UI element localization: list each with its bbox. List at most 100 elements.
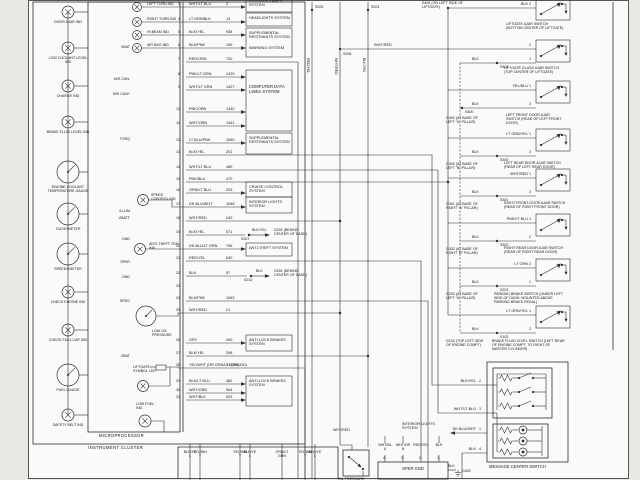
message-center-box — [486, 361, 569, 463]
connector-pin-number: 20 — [176, 244, 180, 248]
splice-id-label: S301 — [500, 198, 509, 202]
ground-pin-number: 2 — [529, 102, 531, 106]
switch-name-label: LEFT FRONT DOOR AJAR SWITCH (REAR OF LEF… — [506, 113, 562, 126]
wire-color-label: WHT/LT GRN — [189, 84, 213, 89]
wire-circuit-number: 904 — [226, 387, 233, 392]
connector-pin-number: 22 — [176, 271, 180, 275]
connector-pin-number: 6 — [178, 43, 180, 47]
wire-circuit-number: 938 — [226, 29, 233, 34]
wire-color-label: WHT/RED — [189, 215, 207, 220]
micro-pin-name: VBAT — [120, 45, 130, 49]
wire-color-label: BLK/YEL — [189, 29, 205, 34]
ground-destination-label: G201 (BEHIND CENTER OF DASH) — [274, 269, 307, 278]
ground-pin-number: 2 — [529, 327, 531, 331]
page-background — [28, 0, 629, 479]
splice-id-label: S205 — [315, 5, 324, 9]
oil-pressure-switch-box — [342, 449, 370, 477]
connector-pin-number: 3 — [178, 2, 180, 6]
wire-circuit-number: 57 — [226, 270, 231, 275]
message-center-pin-wire-label: BLK — [468, 447, 476, 451]
system-destination-label: ANTI-THEFT SYSTEM — [249, 246, 288, 250]
vertical-wire-label: RED/YEL — [306, 58, 311, 74]
ground-note-label: G202 (AT BASE OF LEFT "A" PILLAR) — [446, 292, 478, 301]
splice-wire-label: BLK/YEL — [252, 228, 267, 232]
switch-name-label: LIFTGATE GLASS AJAR SWITCH (TOP CENTER O… — [504, 66, 560, 75]
speaker-ground-box — [377, 461, 449, 480]
system-destination-label: CRUISE CONTROL SYSTEM — [249, 185, 283, 194]
wire-circuit-number: 470 — [226, 176, 233, 181]
connector-pin-number: 29 — [176, 379, 180, 383]
wire-color-label: BLK/YEL — [189, 149, 205, 154]
connector-pin-number: 28 — [176, 363, 180, 367]
wire-circuit-number: 1429 — [226, 71, 235, 76]
gauge-label: LOW COOLANT LEVEL IND — [48, 56, 88, 65]
wire-circuit-number: 490 — [226, 337, 233, 342]
speaker-pin-wire-label: RED/YEL — [413, 443, 429, 447]
interior-lights-feed-label: INTERIOR LIGHTS SYSTEM — [402, 422, 435, 431]
wire-circuit-number: 298 — [226, 350, 233, 355]
vertical-wire-label: WHT/RED — [334, 58, 339, 75]
ground-note-label: G301 (AT BASE OF RIGHT "A" PILLAR) — [446, 202, 478, 211]
connector-pin-number: 14 — [176, 165, 180, 169]
connector-pin-number: 16 — [176, 188, 180, 192]
wire-color-label: GRY — [189, 337, 198, 342]
wire-color-label: WHT/LT BLU — [189, 1, 212, 6]
connector-pin-number: 5 — [178, 30, 180, 34]
wire-color-label: BLK — [189, 270, 197, 275]
wire-color-label: ORN/LT BLU — [189, 187, 212, 192]
inner-indicator-label: LOW FUEL IND — [136, 402, 155, 411]
wire-color-label: WHT/GRN — [189, 387, 208, 392]
ground-pin-number: 2 — [529, 150, 531, 154]
wire-circuit-number: 640 — [226, 255, 233, 260]
message-center-pin-number: 1 — [479, 427, 481, 431]
system-destination-label: SUPPLEMENTAL RESTRAINTS SYSTEM — [249, 136, 290, 145]
wire-circuit-number: 13 — [226, 16, 231, 21]
drop-wire-label: BLK/YEL — [243, 450, 257, 459]
speaker-label: SPKR GND — [402, 466, 424, 471]
switch-name-label: LEFT REAR DOOR AJAR SWITCH (REAR OF LEFT… — [504, 161, 561, 170]
wire-color-label: YEL/WHT (OR GRN/LT GRN) — [189, 362, 240, 367]
wire-color-label: BLK/PNK — [189, 42, 206, 47]
ground-pin-number: 2 — [529, 235, 531, 239]
gauge-label: CHECK ENGINE IND — [50, 300, 86, 304]
micro-pin-name: GND — [122, 237, 130, 241]
message-center-pin-number: 4 — [479, 447, 481, 451]
micro-pin-name: SPDO — [119, 299, 130, 303]
speaker-pin-wire-label: WHT/ORN — [395, 443, 411, 452]
ground-note-label: S404 (ON LEFT SIDE OF LIFTGATE) — [422, 1, 464, 10]
wire-circuit-number: 203 — [226, 187, 233, 192]
message-center-switch-bank — [492, 367, 553, 419]
connector-pin-number: 21 — [176, 256, 180, 260]
vertical-wire-label: BLK/YEL — [362, 58, 367, 73]
message-center-pin-number: 3 — [479, 407, 481, 411]
ground-pin-number: 2 — [529, 190, 531, 194]
wire-circuit-number: 1063 — [226, 295, 235, 300]
ground-wire-label: BLK — [472, 190, 479, 194]
micro-pin-name: TORQ — [119, 137, 130, 141]
system-destination-label: INTERIOR LIGHTS SYSTEM — [249, 200, 282, 209]
splice-id-label: S203 — [500, 288, 509, 292]
micro-pin-name: SPKR — [120, 260, 130, 264]
gauge-label: SAFETY BELT IND — [52, 423, 84, 427]
connector-pin-number: 26 — [176, 338, 180, 342]
message-center-lamp-bank — [492, 423, 549, 459]
gauge-label: TACHOMETER — [55, 227, 81, 231]
inner-indicator-label: ANTI-THEFT TDM IND — [149, 242, 179, 251]
micro-pin-name: VBATT — [118, 216, 130, 220]
system-destination-label: EXTERIOR LAMPS SYSTEM — [249, 0, 283, 8]
switch-pin-number: 1 — [529, 172, 531, 176]
ground-note-label: G300 (AT BASE OF LEFT "B" PILLAR) — [446, 162, 478, 171]
speaker-pin-wire-label: BLK — [435, 443, 443, 447]
wire-circuit-number: 1440 — [226, 106, 235, 111]
connector-pin-number: 15 — [176, 177, 180, 181]
system-destination-label: ANTI-LOCK BRAKES SYSTEM — [249, 338, 286, 347]
switch-pin-number: 2 — [529, 43, 531, 47]
wire-color-label: BLK/YEL — [189, 229, 205, 234]
indicator-label: RIGHT TURN IND — [147, 17, 177, 21]
micro-pin-name: VBAT — [120, 354, 130, 358]
gauge-label: ENGINE COOLANT TEMPERATURE GAUGE — [47, 185, 89, 194]
ground-wire-label: BLK — [472, 235, 479, 239]
connector-pin-number: 31 — [176, 395, 180, 399]
wire-circuit-number: 1441 — [226, 120, 235, 125]
wire-color-label: WHT/ORN — [189, 120, 208, 125]
